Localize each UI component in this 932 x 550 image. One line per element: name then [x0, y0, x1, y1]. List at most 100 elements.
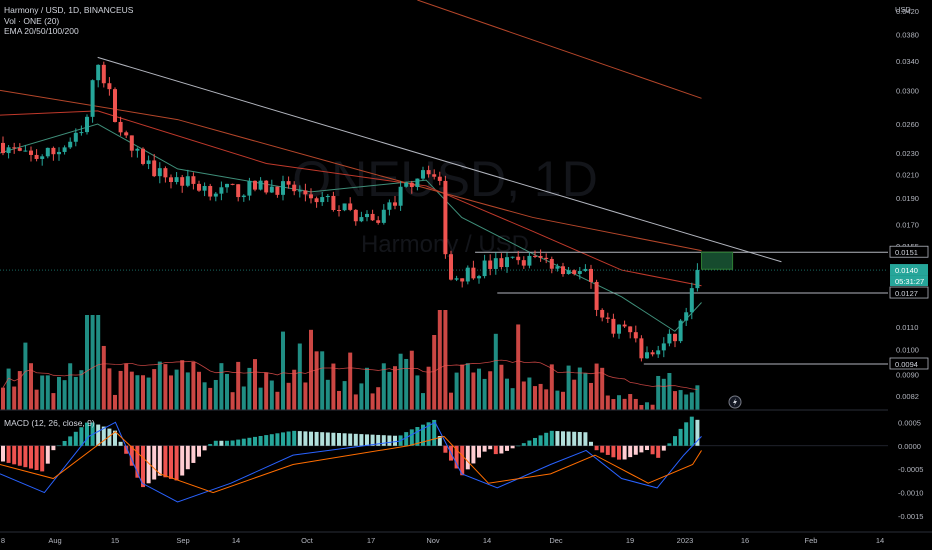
macd-histogram-bar — [6, 445, 11, 463]
candle — [96, 64, 101, 88]
volume-bar — [695, 385, 700, 410]
macd-histogram-bar — [365, 434, 369, 446]
trendline[interactable] — [97, 56, 782, 263]
macd-histogram-bar — [393, 435, 397, 446]
volume-bar — [191, 361, 196, 410]
macd-histogram-bar — [359, 434, 364, 446]
macd-histogram-bar — [348, 433, 353, 446]
volume-bar — [45, 375, 50, 410]
macd-histogram-bar — [544, 432, 549, 446]
candle — [572, 269, 577, 276]
volume-bar — [437, 310, 442, 410]
macd-histogram-bar — [533, 437, 537, 446]
volume-bar — [213, 379, 218, 410]
candle — [34, 149, 39, 162]
volume-bar — [51, 393, 56, 410]
candle — [57, 147, 61, 161]
candle — [667, 329, 672, 347]
ema200-line — [417, 0, 702, 99]
macd-histogram-bar — [426, 422, 431, 446]
volume-bar — [286, 382, 291, 410]
macd-histogram-bar — [381, 435, 386, 446]
volume-bar — [269, 380, 274, 410]
volume-bar — [230, 392, 235, 410]
macd-histogram-bar — [174, 445, 179, 481]
candle — [561, 262, 565, 277]
time-label: Sep — [176, 536, 189, 545]
volume-bar — [589, 382, 593, 410]
time-label: 8 — [1, 536, 5, 545]
candle — [303, 183, 308, 202]
badge-lower-level — [889, 286, 929, 299]
volume-bar — [387, 371, 392, 410]
volume-bar — [185, 372, 190, 410]
macd-histogram-bar — [225, 440, 229, 446]
time-label: Dec — [549, 536, 563, 545]
macd-histogram-bar — [510, 445, 515, 449]
macd-histogram-bar — [633, 445, 638, 455]
macd-histogram-bar — [549, 430, 554, 446]
candle — [281, 175, 285, 201]
ema-indicator-label[interactable]: EMA 20/50/100/200 — [4, 26, 79, 36]
price-tick: 0.0100 — [896, 345, 919, 354]
macd-histogram-bar — [314, 431, 319, 446]
macd-histogram-bar — [51, 445, 56, 451]
volume-bar — [622, 398, 627, 410]
candlesticks — [1, 61, 700, 362]
volume-bar — [6, 368, 11, 410]
macd-histogram-bar — [303, 431, 308, 446]
candle — [29, 146, 33, 162]
volume-bar — [17, 371, 22, 410]
macd-histogram-bar — [17, 445, 22, 466]
macd-histogram-bar — [605, 445, 610, 455]
candle — [482, 254, 487, 279]
drawn-trendline[interactable] — [97, 56, 782, 263]
volume-bar — [572, 379, 577, 410]
macd-histogram-bar — [432, 419, 437, 446]
volume-bar — [415, 375, 420, 410]
candle — [90, 79, 95, 123]
macd-histogram-bar — [645, 445, 649, 451]
macd-histogram-bar — [185, 445, 190, 470]
candle — [314, 196, 319, 208]
candle — [202, 182, 207, 197]
macd-histogram-bar — [437, 435, 442, 446]
lightning-icon[interactable] — [728, 395, 742, 409]
candle — [253, 180, 257, 192]
macd-histogram-bar — [146, 445, 151, 484]
macd-indicator-label[interactable]: MACD (12, 26, close, 9) — [4, 418, 95, 428]
candle — [353, 209, 358, 226]
macd-histogram-bar — [124, 445, 129, 454]
volume-bar — [521, 381, 526, 410]
volume-bar — [449, 392, 453, 410]
ema100-line — [0, 89, 702, 252]
macd-histogram-bar — [443, 445, 448, 453]
candle — [45, 147, 50, 159]
macd-histogram-bar — [141, 445, 145, 488]
price-tick: 0.0082 — [896, 392, 919, 401]
macd-histogram-bar — [297, 431, 302, 446]
volume-indicator-label[interactable]: Vol · ONE (20) — [4, 15, 60, 26]
macd-histogram-bar — [465, 445, 470, 470]
candle — [68, 137, 73, 150]
price-tick: 0.0190 — [896, 194, 919, 203]
candle — [73, 128, 78, 147]
macd-histogram-bar — [521, 443, 526, 446]
macd-histogram-bar — [325, 432, 330, 446]
symbol-title[interactable]: Harmony / USD, 1D, BINANCEUS — [4, 5, 134, 15]
macd-histogram-bar — [555, 431, 560, 446]
target-zone[interactable] — [701, 251, 734, 270]
macd-histogram-bar — [600, 445, 605, 453]
volume-bar — [611, 399, 616, 410]
volume-bar — [633, 398, 638, 410]
volume-bar — [309, 329, 313, 410]
candle — [197, 180, 201, 192]
volume-bar — [113, 394, 117, 410]
candle — [152, 154, 157, 178]
candle — [443, 175, 448, 259]
candle — [549, 256, 554, 274]
volume-bar — [1, 387, 5, 410]
macd-histogram-bar — [661, 445, 666, 451]
